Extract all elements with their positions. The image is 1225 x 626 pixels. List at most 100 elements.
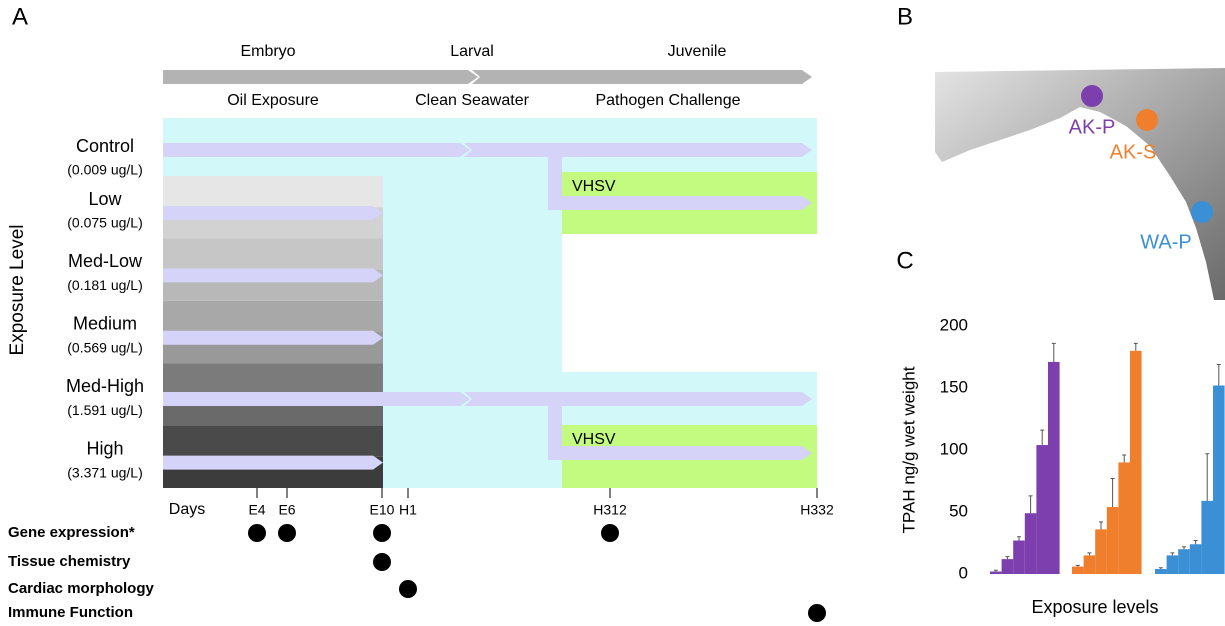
panel-label: C — [896, 247, 913, 274]
exposure-row — [163, 363, 383, 394]
exposure-arrow — [163, 206, 383, 220]
exposure-arrow — [163, 456, 383, 470]
y-tick-label: 0 — [959, 563, 968, 582]
exposure-concentration: (3.371 ug/L) — [67, 464, 143, 480]
site-label: WA-P — [1140, 231, 1191, 253]
exposure-row — [163, 176, 383, 207]
error-bar — [1087, 553, 1091, 555]
bar — [1025, 513, 1037, 574]
bar — [1013, 541, 1025, 574]
sample-dot — [373, 553, 391, 571]
timepoint-label: H312 — [593, 502, 627, 518]
bar — [1178, 549, 1190, 574]
bar — [1036, 445, 1048, 574]
error-bar — [1170, 553, 1174, 555]
error-bar — [1134, 343, 1138, 350]
timepoint-label: H332 — [800, 502, 834, 518]
timepoint-label: E6 — [278, 502, 295, 518]
exposure-row — [163, 301, 383, 332]
bar — [1002, 559, 1014, 574]
endpoint-label: Immune Function — [8, 604, 133, 621]
axis-title: Exposure Level — [7, 225, 28, 356]
bar — [1213, 386, 1225, 574]
error-bar — [1017, 537, 1021, 541]
exposure-name: Control — [76, 136, 134, 156]
treatment-label: Pathogen Challenge — [595, 92, 740, 109]
axis-title: Exposure levels — [1031, 597, 1158, 617]
exposure-name: Med-Low — [68, 251, 143, 271]
sample-dot — [373, 524, 391, 542]
panel-label: A — [12, 3, 28, 30]
sample-dot — [399, 580, 417, 598]
site-label: AK-P — [1069, 116, 1116, 138]
error-bar — [1005, 557, 1009, 559]
treatment-label: Clean Seawater — [415, 92, 530, 109]
bar — [1118, 462, 1130, 574]
y-tick-label: 50 — [949, 501, 968, 520]
exposure-concentration: (0.569 ug/L) — [67, 340, 143, 356]
exposure-concentration: (0.075 ug/L) — [67, 215, 143, 231]
bar — [1190, 544, 1202, 574]
error-bar — [1052, 343, 1056, 362]
figure: ABCVHSVVHSVEmbryoLarvalJuvenileOil Expos… — [0, 0, 1225, 626]
exposure-name: Med-High — [66, 376, 144, 396]
error-bar — [1122, 455, 1126, 462]
exposure-arrow — [548, 196, 812, 210]
pathogen-label: VHSV — [572, 431, 616, 448]
error-bar — [1076, 565, 1080, 566]
bar — [1167, 555, 1179, 574]
exposure-arrow — [163, 392, 470, 406]
pathogen-label: VHSV — [572, 178, 616, 195]
stage-arrow — [163, 70, 478, 84]
bar — [1072, 567, 1084, 574]
bar — [990, 572, 1002, 574]
site-dot — [1136, 109, 1158, 131]
stage-label: Larval — [450, 43, 494, 60]
bar — [1130, 351, 1142, 574]
exposure-concentration: (0.181 ug/L) — [67, 277, 143, 293]
y-tick-label: 150 — [940, 377, 968, 396]
exposure-concentration: (0.009 ug/L) — [67, 162, 143, 178]
panel-label: B — [897, 3, 913, 30]
bar — [1095, 529, 1107, 574]
timepoint-label: E10 — [370, 502, 395, 518]
exposure-row — [163, 426, 383, 457]
sample-dot — [248, 524, 266, 542]
error-bar — [1194, 541, 1198, 545]
bar — [1201, 501, 1213, 574]
site-dot — [1191, 201, 1213, 223]
timepoint-label: E4 — [248, 502, 265, 518]
endpoint-label: Cardiac morphology — [8, 580, 155, 597]
error-bar — [1205, 454, 1209, 501]
error-bar — [1099, 522, 1103, 529]
sample-dot — [601, 524, 619, 542]
exposure-name: High — [86, 438, 123, 458]
treatment-label: Oil Exposure — [227, 92, 319, 109]
exposure-arrow — [548, 446, 812, 460]
y-tick-label: 100 — [940, 439, 968, 458]
stage-label: Embryo — [240, 43, 295, 60]
exposure-name: Medium — [73, 314, 137, 334]
exposure-name: Low — [88, 189, 122, 209]
exposure-row — [163, 238, 383, 269]
error-bar — [1029, 496, 1033, 513]
timepoint-label: H1 — [399, 502, 417, 518]
exposure-arrow — [464, 143, 812, 157]
sample-dot — [808, 604, 826, 622]
endpoint-label: Gene expression* — [8, 524, 135, 541]
bar — [1107, 507, 1119, 574]
error-bar — [1182, 547, 1186, 549]
site-dot — [1081, 85, 1103, 107]
bar — [1048, 362, 1060, 574]
error-bar — [1217, 364, 1221, 385]
error-bar — [1040, 430, 1044, 445]
exposure-arrow — [464, 392, 812, 406]
sample-dot — [278, 524, 296, 542]
y-tick-label: 200 — [940, 315, 968, 334]
clean-seawater-band — [383, 176, 562, 488]
site-label: AK-S — [1110, 141, 1157, 163]
stage-arrow — [472, 70, 812, 84]
exposure-arrow — [163, 268, 383, 282]
error-bar — [1111, 479, 1115, 508]
exposure-arrow — [163, 143, 470, 157]
